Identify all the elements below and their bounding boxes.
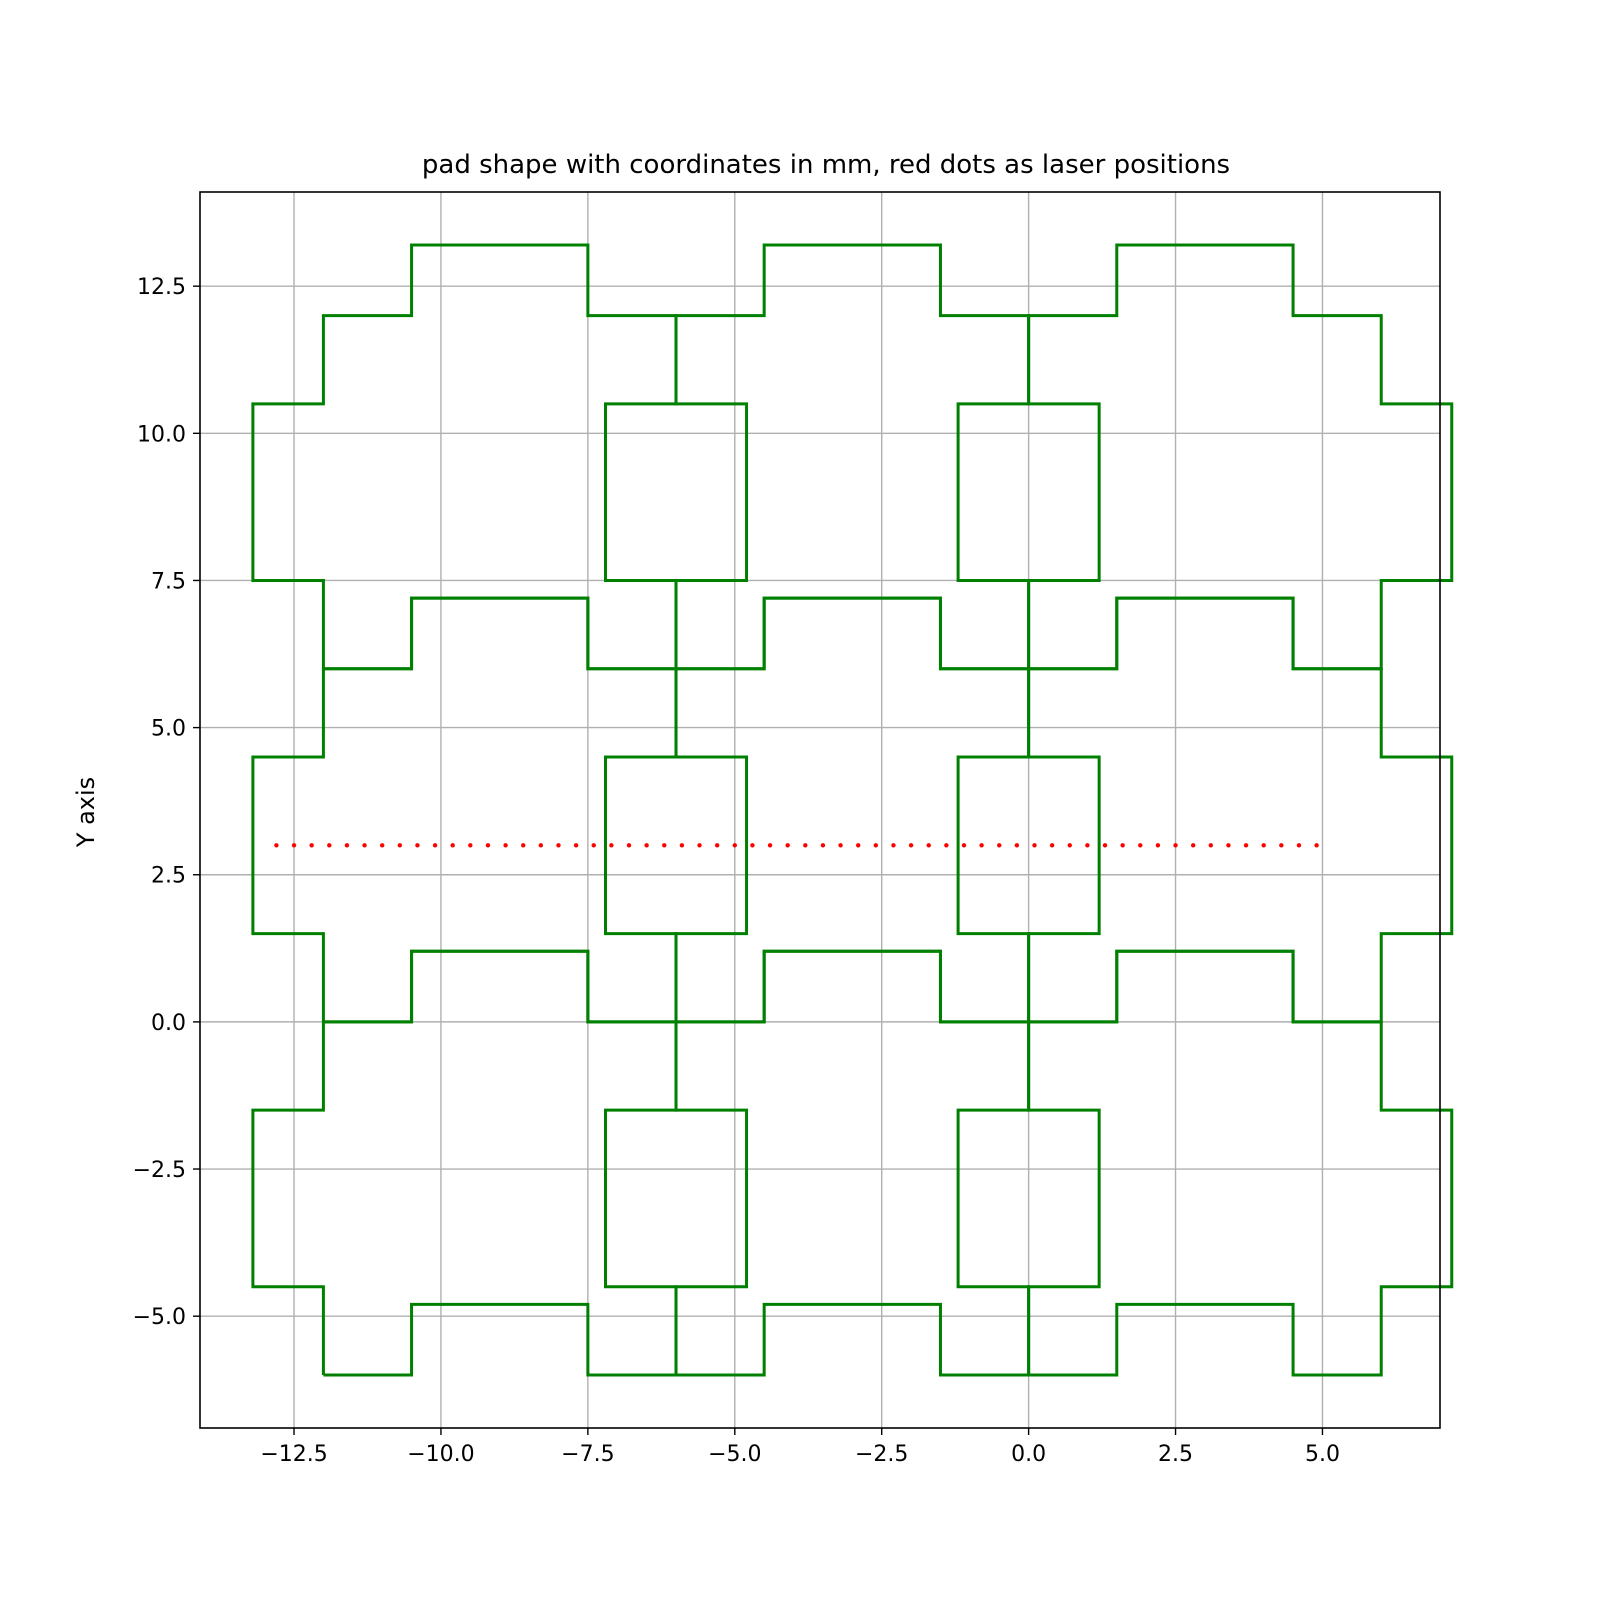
laser-dot <box>697 843 702 848</box>
laser-dot <box>979 843 984 848</box>
pad-outlines <box>251 243 1454 1377</box>
laser-dot <box>573 843 579 848</box>
x-axis-ticks: −12.5 −10.0 −7.5 −5.0 −2.5 0.0 2.5 5.0 <box>260 1428 1340 1467</box>
laser-dot <box>1173 843 1178 848</box>
y-tick-label: 12.5 <box>137 275 186 300</box>
laser-dot <box>873 843 879 848</box>
x-tick-label: −5.0 <box>708 1442 761 1467</box>
pad-outline <box>604 243 1101 671</box>
laser-dot <box>1014 843 1020 848</box>
laser-dot <box>1032 843 1037 848</box>
x-tick-label: 2.5 <box>1158 1442 1193 1467</box>
pad-outline <box>956 243 1454 671</box>
y-tick-label: −2.5 <box>133 1158 186 1183</box>
chart-title: pad shape with coordinates in mm, red do… <box>422 150 1230 180</box>
y-tick-label: 0.0 <box>151 1011 186 1036</box>
laser-dot <box>944 843 949 848</box>
laser-dot <box>432 843 438 848</box>
laser-dot <box>1155 843 1161 848</box>
laser-dot <box>1226 843 1231 848</box>
pad-outline <box>604 949 1101 1377</box>
laser-dot <box>785 843 790 848</box>
laser-dot <box>926 843 931 848</box>
laser-dot <box>556 843 561 848</box>
x-tick-label: 5.0 <box>1305 1442 1340 1467</box>
x-tick-label: 0.0 <box>1011 1442 1046 1467</box>
laser-dot <box>397 843 403 848</box>
laser-dot <box>1296 843 1302 848</box>
laser-dot <box>1102 843 1108 848</box>
laser-dot <box>503 843 508 848</box>
laser-dot <box>714 843 720 848</box>
laser-dot <box>538 843 544 848</box>
y-tick-label: 5.0 <box>151 717 186 742</box>
y-tick-label: 2.5 <box>151 864 186 889</box>
pad-outline <box>251 596 749 1024</box>
y-tick-label: −5.0 <box>133 1305 186 1330</box>
laser-dot <box>803 843 808 848</box>
laser-dot <box>415 843 420 848</box>
laser-dot <box>1243 843 1249 848</box>
laser-dot <box>468 843 473 848</box>
laser-dot <box>626 843 632 848</box>
laser-dot <box>1190 843 1196 848</box>
laser-dot <box>450 843 455 848</box>
laser-dot <box>644 843 649 848</box>
laser-dot <box>291 843 297 848</box>
pad-outline <box>251 243 749 671</box>
plot-frame <box>199 191 1441 1429</box>
y-tick-label: 7.5 <box>151 569 186 594</box>
laser-dot <box>609 843 614 848</box>
laser-dot <box>274 843 279 848</box>
laser-dot <box>1279 843 1284 848</box>
x-tick-label: −10.0 <box>407 1442 474 1467</box>
laser-dot <box>309 843 314 848</box>
laser-dot <box>1208 843 1214 848</box>
laser-dot <box>1314 843 1319 848</box>
pad-outline <box>604 596 1101 1024</box>
laser-dot <box>1067 843 1072 848</box>
y-axis-label: Y axis <box>72 777 100 848</box>
laser-positions <box>274 843 1319 848</box>
grid-lines <box>200 192 1440 1428</box>
laser-dot <box>362 843 367 848</box>
pad-outline <box>251 949 749 1377</box>
x-tick-label: −12.5 <box>260 1442 327 1467</box>
laser-dot <box>1049 843 1055 848</box>
pad-outline <box>956 596 1454 1024</box>
x-tick-label: −7.5 <box>561 1442 614 1467</box>
laser-dot <box>750 843 755 848</box>
laser-dot <box>732 843 737 848</box>
laser-dot <box>521 843 526 848</box>
pad-outline <box>956 949 1454 1377</box>
laser-dot <box>1261 843 1266 848</box>
laser-dot <box>961 843 967 848</box>
laser-dot <box>679 843 685 848</box>
laser-dot <box>820 843 826 848</box>
laser-dot <box>485 843 491 848</box>
laser-dot <box>767 843 773 848</box>
laser-dot <box>838 843 843 848</box>
laser-dot <box>891 843 896 848</box>
laser-dot <box>327 843 332 848</box>
laser-dot <box>662 843 667 848</box>
laser-dot <box>1138 843 1143 848</box>
x-tick-label: −2.5 <box>855 1442 908 1467</box>
laser-dot <box>856 843 861 848</box>
laser-dot <box>908 843 914 848</box>
laser-dot <box>591 843 596 848</box>
y-tick-label: 10.0 <box>137 422 186 447</box>
laser-dot <box>379 843 385 848</box>
laser-dot <box>1085 843 1090 848</box>
y-axis-ticks: −5.0 −2.5 0.0 2.5 5.0 7.5 10.0 12.5 <box>133 275 200 1330</box>
laser-dot <box>997 843 1002 848</box>
laser-dot <box>344 843 350 848</box>
laser-dot <box>1120 843 1125 848</box>
